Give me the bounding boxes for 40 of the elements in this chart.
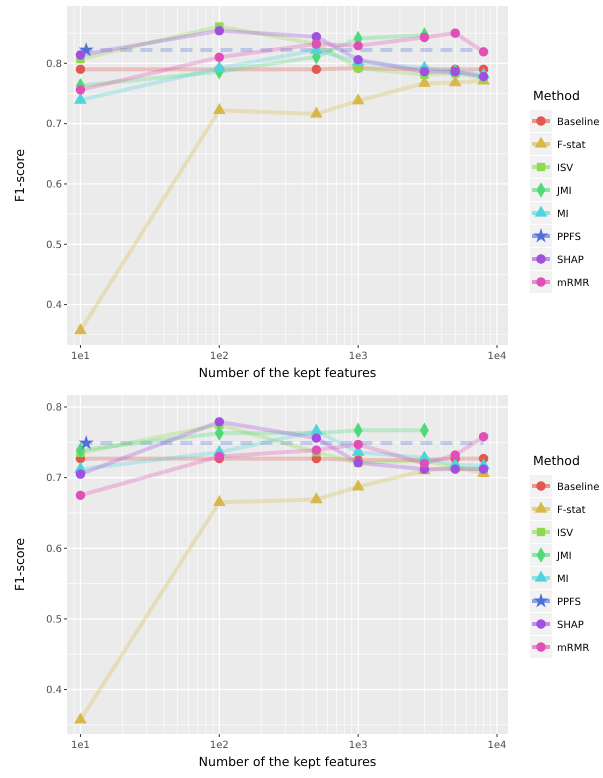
y-axis-title: F1-score xyxy=(12,148,27,202)
y-tick-label: 0.5 xyxy=(46,240,62,251)
x-axis-title: Number of the kept features xyxy=(198,365,376,380)
legend-label: MI xyxy=(557,209,569,220)
legend-label: F-stat xyxy=(557,505,586,516)
legend-label: JMI xyxy=(556,551,572,562)
y-tick-label: 0.5 xyxy=(46,614,62,626)
legend-label: MI xyxy=(557,574,569,585)
x-tick-label: 1e4 xyxy=(488,740,506,751)
legend-title: Method xyxy=(533,88,580,103)
y-tick-label: 0.4 xyxy=(46,300,62,312)
legend-label: SHAP xyxy=(557,255,584,266)
y-tick-label: 0.8 xyxy=(46,402,62,414)
y-tick-label: 0.7 xyxy=(46,119,62,130)
y-tick-label: 0.6 xyxy=(46,544,62,555)
y-tick-label: 0.7 xyxy=(46,473,62,484)
legend-title: Method xyxy=(533,453,580,468)
legend-label: JMI xyxy=(556,186,572,197)
legend-label: Baseline xyxy=(557,482,600,493)
legend-label: ISV xyxy=(557,163,574,174)
x-tick-label: 1e3 xyxy=(348,351,368,362)
legend-label: F-stat xyxy=(557,140,586,151)
x-tick-label: 1e1 xyxy=(71,740,90,751)
x-tick-label: 1e2 xyxy=(210,351,229,362)
y-tick-label: 0.8 xyxy=(46,58,62,70)
legend-label: PPFS xyxy=(557,232,581,243)
legend-label: PPFS xyxy=(557,597,581,608)
legend-label: mRMR xyxy=(557,643,590,654)
legend-label: Baseline xyxy=(557,117,600,128)
x-tick-label: 1e3 xyxy=(348,740,368,751)
x-tick-label: 1e2 xyxy=(210,740,229,751)
y-tick-label: 0.6 xyxy=(46,179,62,190)
x-tick-label: 1e4 xyxy=(488,351,506,362)
y-tick-label: 0.4 xyxy=(46,685,62,696)
y-axis-title: F1-score xyxy=(12,538,27,592)
legend-label: ISV xyxy=(557,528,574,539)
legend-label: mRMR xyxy=(557,278,590,289)
x-tick-label: 1e1 xyxy=(71,351,90,362)
legend-label: SHAP xyxy=(557,620,584,631)
x-axis-title: Number of the kept features xyxy=(198,754,376,769)
